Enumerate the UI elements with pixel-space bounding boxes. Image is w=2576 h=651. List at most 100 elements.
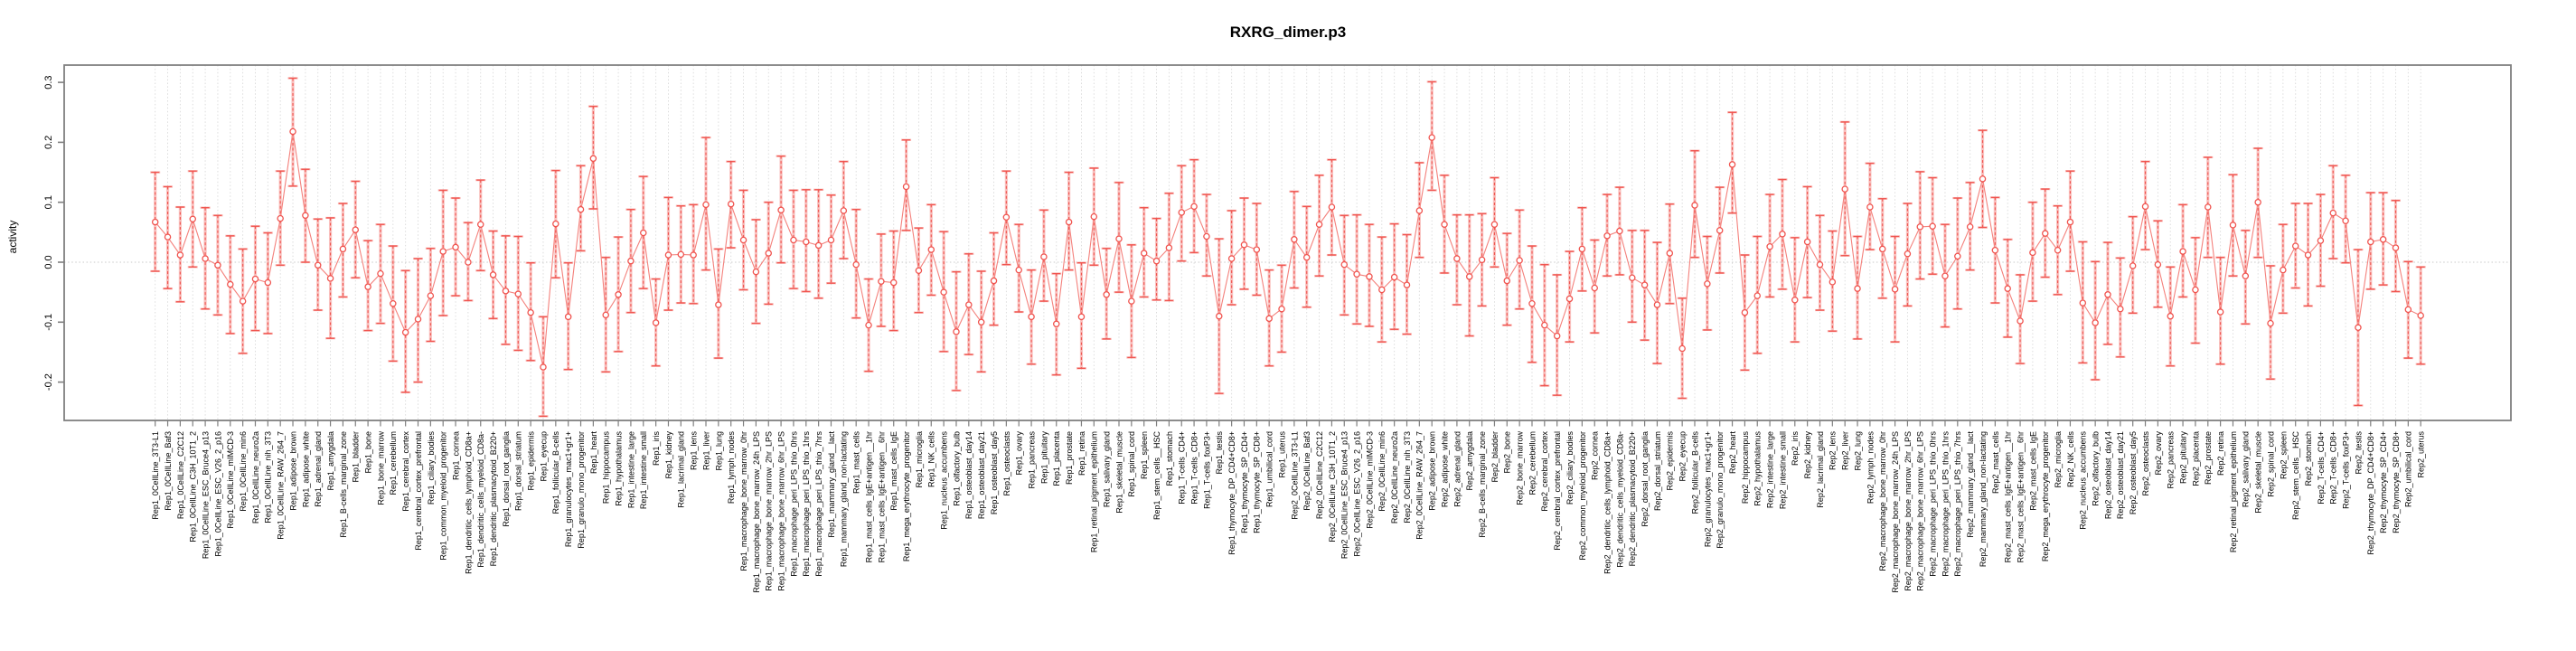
svg-text:Rep2_placenta: Rep2_placenta xyxy=(2191,431,2200,486)
svg-text:Rep2_macrophage_bone_marrow_0h: Rep2_macrophage_bone_marrow_0hr xyxy=(1878,431,1887,571)
svg-text:Rep2_dendritic_cells_lymphoid_: Rep2_dendritic_cells_lymphoid_CD8a+ xyxy=(1603,431,1612,574)
svg-text:Rep1_macrophage_bone_marrow_24: Rep1_macrophage_bone_marrow_24h_LPS xyxy=(752,431,761,593)
svg-text:Rep1_uterus: Rep1_uterus xyxy=(1277,431,1286,478)
svg-text:Rep2_umbilical_cord: Rep2_umbilical_cord xyxy=(2404,431,2413,507)
svg-text:Rep1_dorsal_striatum: Rep1_dorsal_striatum xyxy=(514,431,523,511)
svg-text:Rep1_ovary: Rep1_ovary xyxy=(1015,431,1024,476)
svg-text:Rep2_0CellLine_ESC_Bruce4_p13: Rep2_0CellLine_ESC_Bruce4_p13 xyxy=(1340,431,1349,559)
plot-border xyxy=(63,64,2512,421)
svg-text:Rep1_pituitary: Rep1_pituitary xyxy=(1039,431,1048,485)
svg-text:Rep2_0CellLine_C2C12: Rep2_0CellLine_C2C12 xyxy=(1315,431,1324,519)
svg-text:Rep1_mega_erythrocyte_progenit: Rep1_mega_erythrocyte_progenitor xyxy=(902,431,911,561)
svg-text:Rep2_lens: Rep2_lens xyxy=(1829,430,1838,470)
svg-text:Rep1_pancreas: Rep1_pancreas xyxy=(1027,431,1036,489)
svg-text:0.0: 0.0 xyxy=(43,255,54,269)
svg-text:Rep1_mammary_gland_non-lactati: Rep1_mammary_gland_non-lactating xyxy=(840,431,849,567)
svg-text:Rep2_0CellLine_ESC_V26_2_p16: Rep2_0CellLine_ESC_V26_2_p16 xyxy=(1353,431,1362,557)
svg-text:0.3: 0.3 xyxy=(43,75,54,89)
svg-text:Rep2_granulocytes_mac1+gr1+: Rep2_granulocytes_mac1+gr1+ xyxy=(1703,431,1712,547)
svg-text:Rep1_0CellLine_C2C12: Rep1_0CellLine_C2C12 xyxy=(176,431,185,519)
svg-text:Rep2_0CellLine_C3H_10T1_2: Rep2_0CellLine_C3H_10T1_2 xyxy=(1328,431,1337,542)
svg-text:Rep2_NK_cells: Rep2_NK_cells xyxy=(2066,431,2075,488)
svg-text:Rep2_lung: Rep2_lung xyxy=(1853,431,1862,471)
svg-text:Rep2_kidney: Rep2_kidney xyxy=(1803,431,1812,479)
svg-text:Rep1_liver: Rep1_liver xyxy=(701,431,710,470)
svg-text:Rep1_retinal_pigment_epitheliu: Rep1_retinal_pigment_epithelium xyxy=(1090,431,1099,552)
svg-text:Rep1_olfactory_bulb: Rep1_olfactory_bulb xyxy=(952,431,961,506)
svg-text:Rep1_B-cells_marginal_zone: Rep1_B-cells_marginal_zone xyxy=(339,431,348,538)
svg-text:Rep2_bone: Rep2_bone xyxy=(1503,431,1512,474)
svg-text:Rep2_hypothalamus: Rep2_hypothalamus xyxy=(1753,431,1763,506)
svg-text:Rep2_macrophage_peri_LPS_thio_: Rep2_macrophage_peri_LPS_thio_1hrs xyxy=(1941,431,1950,577)
svg-text:Rep1_0CellLine_nih_3T3: Rep1_0CellLine_nih_3T3 xyxy=(264,431,273,524)
svg-text:Rep1_T-cells_CD4+: Rep1_T-cells_CD4+ xyxy=(1178,431,1187,505)
svg-text:Rep1_0CellLine_ESC_V26_2_p16: Rep1_0CellLine_ESC_V26_2_p16 xyxy=(213,431,222,557)
svg-text:Rep2_spinal_cord: Rep2_spinal_cord xyxy=(2266,431,2275,497)
svg-text:Rep2_cerebral_cortex_prefronta: Rep2_cerebral_cortex_prefrontal xyxy=(1553,431,1562,551)
svg-text:Rep2_hippocampus: Rep2_hippocampus xyxy=(1741,431,1750,505)
svg-text:Rep2_macrophage_bone_marrow_6h: Rep2_macrophage_bone_marrow_6hr_LPS xyxy=(1916,431,1925,591)
svg-text:Rep2_stomach: Rep2_stomach xyxy=(2304,431,2313,486)
svg-text:Rep1_0CellLine_Baf3: Rep1_0CellLine_Baf3 xyxy=(164,431,173,511)
svg-text:Rep2_retina: Rep2_retina xyxy=(2216,431,2225,476)
svg-text:Rep2_bladder: Rep2_bladder xyxy=(1490,431,1500,483)
svg-text:Rep1_eyecup: Rep1_eyecup xyxy=(539,431,548,482)
svg-text:Rep2_0CellLine_Baf3: Rep2_0CellLine_Baf3 xyxy=(1302,431,1312,511)
svg-text:Rep1_adipose_brown: Rep1_adipose_brown xyxy=(288,431,297,511)
svg-text:Rep1_spinal_cord: Rep1_spinal_cord xyxy=(1127,431,1136,497)
svg-text:Rep2_T-cells_foxP3+: Rep2_T-cells_foxP3+ xyxy=(2342,431,2351,509)
svg-text:Rep2_mast_cells_IgE+antigen__1: Rep2_mast_cells_IgE+antigen__1hr xyxy=(2004,431,2013,562)
svg-text:Rep1_dendritic_cells_myeloid_C: Rep1_dendritic_cells_myeloid_CD8a- xyxy=(476,431,485,568)
svg-text:Rep1_cornea: Rep1_cornea xyxy=(451,431,460,480)
svg-text:Rep1_T-cells_CD8+: Rep1_T-cells_CD8+ xyxy=(1189,431,1199,505)
svg-text:Rep1_macrophage_peri_LPS_thio_: Rep1_macrophage_peri_LPS_thio_0hrs xyxy=(789,431,798,577)
svg-text:Rep1_cerebral_cortex: Rep1_cerebral_cortex xyxy=(401,431,410,512)
svg-text:Rep2_0CellLine_neuro2a: Rep2_0CellLine_neuro2a xyxy=(1390,431,1399,524)
svg-text:Rep2_bone_marrow: Rep2_bone_marrow xyxy=(1516,431,1525,505)
svg-text:Rep1_lens: Rep1_lens xyxy=(690,431,699,471)
svg-text:Rep2_cerebral_cortex: Rep2_cerebral_cortex xyxy=(1540,431,1549,512)
svg-text:Rep2_dendritic_cells_myeloid_C: Rep2_dendritic_cells_myeloid_CD8a- xyxy=(1615,431,1624,568)
svg-text:Rep1_0CellLine_neuro2a: Rep1_0CellLine_neuro2a xyxy=(251,431,260,524)
svg-text:Rep1_common_myeloid_progenitor: Rep1_common_myeloid_progenitor xyxy=(439,431,448,561)
svg-text:Rep2_thymocyte_SP_CD4+: Rep2_thymocyte_SP_CD4+ xyxy=(2379,431,2388,533)
svg-text:Rep1_granulo_mono_progenitor: Rep1_granulo_mono_progenitor xyxy=(577,431,586,549)
svg-text:Rep1_prostate: Rep1_prostate xyxy=(1065,431,1074,485)
svg-text:Rep1_bladder: Rep1_bladder xyxy=(352,431,361,483)
svg-text:Rep1_dendritic_plasmacytoid_B2: Rep1_dendritic_plasmacytoid_B220+ xyxy=(489,431,498,566)
svg-text:Rep2_adipose_brown: Rep2_adipose_brown xyxy=(1428,431,1437,511)
svg-text:Rep2_thymocyte_DP_CD4+CD8+: Rep2_thymocyte_DP_CD4+CD8+ xyxy=(2366,431,2375,555)
svg-text:Rep1_hypothalamus: Rep1_hypothalamus xyxy=(614,431,623,506)
svg-text:Rep2_macrophage_bone_marrow_24: Rep2_macrophage_bone_marrow_24h_LPS xyxy=(1891,431,1900,593)
svg-text:Rep1_testis: Rep1_testis xyxy=(1215,431,1224,475)
svg-text:-0.1: -0.1 xyxy=(43,314,54,331)
mean-points xyxy=(151,127,2424,371)
svg-text:Rep1_stem_cells__HSC: Rep1_stem_cells__HSC xyxy=(1152,431,1161,521)
svg-text:Rep2_0CellLine_RAW_264_7: Rep2_0CellLine_RAW_264_7 xyxy=(1415,431,1424,540)
svg-text:Rep2_intestine_large: Rep2_intestine_large xyxy=(1765,431,1774,508)
svg-text:Rep1_salivary_gland: Rep1_salivary_gland xyxy=(1103,431,1112,507)
svg-text:Rep2_cornea: Rep2_cornea xyxy=(1591,431,1600,480)
svg-text:Rep1_adrenal_gland: Rep1_adrenal_gland xyxy=(314,431,323,507)
svg-text:Rep1_0CellLine_RAW_264_7: Rep1_0CellLine_RAW_264_7 xyxy=(277,431,286,540)
svg-text:Rep2_pancreas: Rep2_pancreas xyxy=(2167,431,2176,489)
svg-text:Rep1_cerebral_cortex_prefronta: Rep1_cerebral_cortex_prefrontal xyxy=(414,431,423,551)
svg-text:Rep2_T-cells_CD4+: Rep2_T-cells_CD4+ xyxy=(2317,431,2326,505)
svg-text:Rep1_dorsal_root_ganglia: Rep1_dorsal_root_ganglia xyxy=(502,431,511,527)
svg-text:Rep1_thymocyte_SP_CD8+: Rep1_thymocyte_SP_CD8+ xyxy=(1253,431,1262,533)
svg-text:Rep1_amygdala: Rep1_amygdala xyxy=(326,431,335,491)
svg-text:Rep2_mammary_gland__lact: Rep2_mammary_gland__lact xyxy=(1966,431,1975,538)
svg-text:0.2: 0.2 xyxy=(43,136,54,149)
svg-text:Rep1_bone_marrow: Rep1_bone_marrow xyxy=(376,431,385,505)
svg-text:Rep1_thymocyte_SP_CD4+: Rep1_thymocyte_SP_CD4+ xyxy=(1240,431,1249,533)
svg-text:Rep2_skeletal_muscle: Rep2_skeletal_muscle xyxy=(2254,431,2263,514)
svg-text:Rep2_testis: Rep2_testis xyxy=(2354,431,2363,475)
svg-text:Rep2_liver: Rep2_liver xyxy=(1841,431,1850,470)
chart-title: RXRG_dimer.p3 xyxy=(1229,24,1347,41)
svg-text:Rep2_prostate: Rep2_prostate xyxy=(2204,431,2213,485)
svg-text:Rep1_skeletal_muscle: Rep1_skeletal_muscle xyxy=(1114,431,1123,514)
svg-text:Rep2_microglia: Rep2_microglia xyxy=(2054,431,2063,488)
svg-text:Rep2_thymocyte_SP_CD8+: Rep2_thymocyte_SP_CD8+ xyxy=(2392,431,2401,533)
svg-text:Rep1_osteoblast_day5: Rep1_osteoblast_day5 xyxy=(990,431,999,514)
